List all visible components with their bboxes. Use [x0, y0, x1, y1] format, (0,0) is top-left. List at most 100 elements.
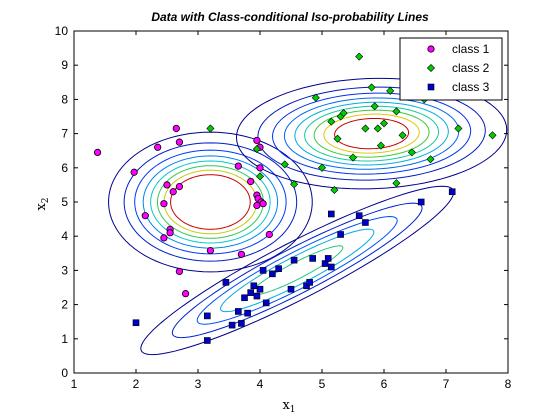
- legend-marker-class-3: [427, 83, 435, 91]
- y-tick-label: 10: [55, 24, 69, 38]
- data-point-class-3: [362, 219, 369, 226]
- contour-line: [140, 185, 455, 356]
- data-point-class-3: [247, 289, 254, 296]
- data-point-class-3: [337, 231, 344, 238]
- data-point-class-1: [259, 200, 267, 208]
- data-point-class-3: [269, 270, 276, 278]
- data-point-class-2: [333, 134, 342, 143]
- data-point-class-3: [250, 282, 258, 290]
- data-point-class-2: [355, 52, 364, 61]
- x-tick-label: 8: [505, 377, 512, 391]
- contour-line: [294, 101, 449, 166]
- data-point-class-1: [234, 162, 242, 170]
- data-point-class-3: [262, 299, 270, 307]
- data-point-class-3: [204, 312, 211, 320]
- data-point-class-2: [361, 124, 370, 133]
- data-point-class-2: [330, 186, 339, 195]
- data-point-class-3: [235, 308, 242, 315]
- contour-line: [334, 117, 410, 150]
- data-point-class-2: [386, 86, 395, 95]
- contour-line: [108, 131, 313, 273]
- data-point-class-2: [392, 107, 401, 116]
- contour-line: [150, 160, 271, 244]
- data-point-class-1: [182, 290, 190, 298]
- data-point-class-3: [290, 256, 298, 264]
- contour-line: [323, 113, 420, 154]
- chart-title: Data with Class-conditional Iso-probabil…: [151, 10, 429, 24]
- data-point-class-1: [175, 267, 183, 276]
- data-point-class-2: [311, 93, 320, 102]
- x-tick-label: 2: [133, 377, 140, 391]
- data-point-class-1: [256, 164, 264, 172]
- contour-line: [171, 202, 423, 339]
- data-point-class-2: [206, 124, 215, 133]
- legend-label-class-3: class 3: [452, 80, 490, 94]
- data-point-class-1: [175, 183, 183, 191]
- data-point-class-3: [253, 292, 261, 300]
- data-point-class-1: [253, 136, 261, 145]
- data-point-class-1: [160, 200, 168, 208]
- data-point-class-3: [238, 320, 245, 327]
- y-tick-label: 4: [61, 229, 68, 243]
- data-point-class-3: [259, 267, 267, 274]
- data-point-class-3: [306, 279, 313, 286]
- data-point-class-2: [379, 119, 389, 128]
- legend-marker-class-1: [427, 45, 435, 53]
- y-tick-label: 0: [61, 366, 68, 380]
- x-axis-label-subscript: 1: [290, 405, 296, 415]
- data-point-class-1: [93, 148, 102, 157]
- data-point-class-3: [228, 321, 236, 329]
- data-point-class-3: [132, 319, 140, 327]
- data-point-class-3: [222, 279, 230, 286]
- legend-label-class-1: class 1: [452, 42, 490, 56]
- data-point-class-2: [426, 155, 435, 164]
- data-point-class-1: [166, 229, 174, 237]
- contour-line: [170, 174, 251, 230]
- data-point-class-3: [241, 294, 248, 302]
- data-point-class-2: [252, 144, 261, 154]
- data-point-class-3: [324, 255, 332, 262]
- data-point-class-3: [275, 265, 282, 272]
- x-tick-label: 7: [443, 377, 450, 391]
- y-tick-label: 7: [61, 127, 68, 141]
- data-point-class-2: [339, 109, 348, 118]
- legend-label-class-2: class 2: [452, 61, 490, 75]
- data-point-class-3: [204, 337, 211, 344]
- data-point-class-1: [154, 143, 162, 151]
- x-tick-label: 5: [319, 377, 326, 391]
- data-point-class-2: [327, 117, 336, 126]
- y-tick-label: 6: [61, 161, 68, 175]
- y-axis-label-subscript: 2: [41, 197, 51, 203]
- contour-line: [220, 228, 375, 313]
- data-point-class-1: [237, 250, 245, 258]
- data-point-class-2: [407, 148, 416, 157]
- contour-line: [196, 216, 398, 325]
- data-point-class-2: [280, 160, 289, 169]
- y-tick-label: 5: [61, 195, 68, 209]
- data-point-class-3: [448, 188, 456, 196]
- data-point-class-2: [454, 124, 463, 133]
- data-point-class-1: [265, 230, 273, 239]
- data-point-class-2: [488, 131, 497, 140]
- x-tick-label: 6: [381, 377, 388, 391]
- y-tick-label: 2: [61, 298, 68, 312]
- data-point-class-1: [163, 181, 171, 189]
- data-point-class-2: [398, 131, 407, 140]
- y-tick-label: 3: [61, 263, 68, 277]
- legend-marker-class-2: [426, 63, 436, 73]
- y-tick-label: 9: [61, 58, 68, 72]
- data-point-class-1: [169, 188, 177, 196]
- data-point-class-3: [256, 285, 264, 293]
- x-tick-label: 1: [71, 377, 78, 391]
- y-tick-label: 8: [61, 92, 68, 106]
- data-point-class-1: [247, 177, 255, 186]
- data-point-class-2: [373, 124, 382, 133]
- y-axis-label: x2: [34, 197, 51, 210]
- data-point-class-3: [309, 255, 317, 262]
- data-point-class-1: [160, 234, 168, 242]
- data-point-class-2: [370, 102, 379, 111]
- x-axis-label: x1: [282, 398, 295, 415]
- x-tick-label: 3: [195, 377, 202, 391]
